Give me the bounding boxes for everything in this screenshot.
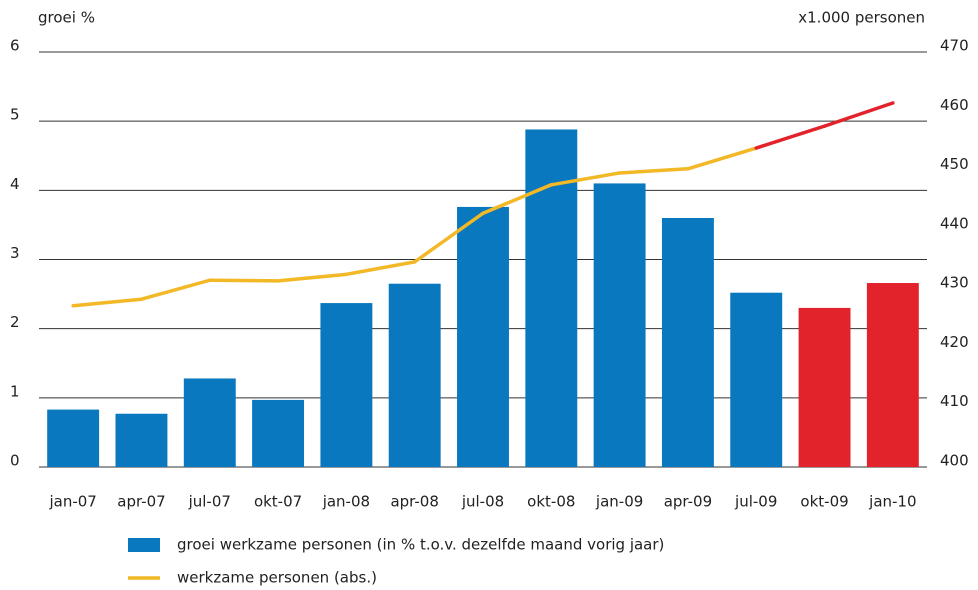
line-segment	[686, 146, 758, 171]
bar	[388, 283, 441, 467]
y2-tick-label: 400	[940, 452, 969, 470]
y2-tick-label: 410	[940, 392, 969, 410]
x-tick-label: apr-09	[664, 493, 712, 511]
y2-tick-label: 420	[940, 333, 969, 351]
x-tick-label: jan-08	[322, 493, 370, 511]
x-tick-label: okt-08	[527, 493, 575, 511]
y2-axis-label: x1.000 personen	[798, 9, 925, 27]
line-segment	[617, 167, 690, 175]
x-tick-label: jan-07	[48, 493, 96, 511]
y2-tick-label: 450	[940, 155, 969, 173]
x-tick-label: okt-09	[800, 493, 848, 511]
line-segment	[481, 183, 554, 216]
line-segment	[412, 211, 485, 264]
line-segment	[71, 297, 144, 308]
bar	[730, 292, 783, 467]
y-tick-label: 2	[10, 313, 20, 331]
y2-tick-label: 470	[940, 37, 969, 55]
line-segment	[549, 171, 622, 187]
bar	[183, 378, 236, 467]
line-segment	[139, 278, 212, 301]
legend-label: groei werkzame personen (in % t.o.v. dez…	[177, 536, 664, 554]
bar	[252, 399, 305, 467]
x-tick-label: okt-07	[254, 493, 302, 511]
line-segment	[208, 278, 280, 283]
y-tick-label: 6	[10, 37, 20, 55]
x-tick-label: jan-10	[868, 493, 916, 511]
x-tick-label: jul-08	[461, 493, 504, 511]
line-segment	[754, 124, 827, 150]
x-tick-label: jan-09	[595, 493, 643, 511]
bar	[115, 413, 168, 467]
y2-tick-label: 430	[940, 274, 969, 292]
y-axis-label: groei %	[38, 9, 95, 27]
legend-swatch	[128, 538, 160, 552]
y-tick-label: 1	[10, 382, 20, 400]
bar	[798, 307, 851, 467]
bar	[661, 218, 714, 467]
y-tick-label: 4	[10, 175, 20, 193]
y-tick-label: 5	[10, 106, 20, 124]
y2-tick-label: 460	[940, 96, 969, 114]
x-tick-label: jul-07	[188, 493, 231, 511]
legend-label: werkzame personen (abs.)	[177, 569, 377, 587]
bar	[866, 283, 919, 467]
bar	[47, 409, 100, 467]
bar	[593, 183, 646, 467]
bar	[320, 303, 373, 467]
x-tick-label: jul-09	[734, 493, 777, 511]
x-tick-label: apr-07	[117, 493, 165, 511]
x-tick-label: apr-08	[390, 493, 438, 511]
y-tick-label: 0	[10, 452, 20, 470]
bar	[457, 206, 509, 467]
y2-tick-label: 440	[940, 214, 969, 232]
line-segment	[822, 101, 895, 128]
line-segment	[276, 272, 349, 283]
y-tick-label: 3	[10, 244, 20, 262]
line-segment	[344, 260, 417, 277]
